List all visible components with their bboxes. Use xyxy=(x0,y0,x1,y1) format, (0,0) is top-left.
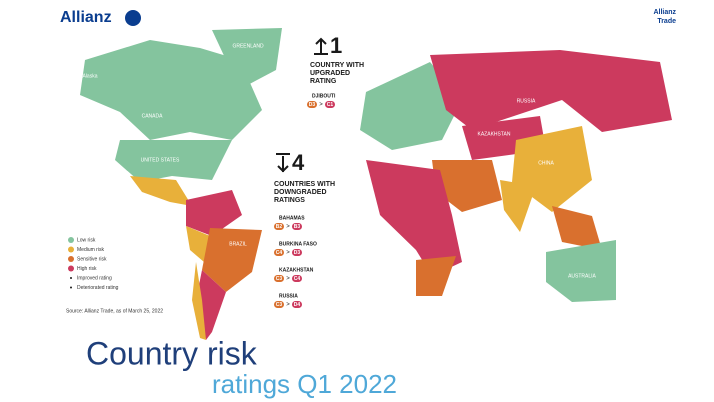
country-label: CANADA xyxy=(142,113,164,119)
badge-text: C1 xyxy=(327,102,334,108)
land xyxy=(186,190,242,236)
legend-swatch xyxy=(68,246,74,253)
land xyxy=(500,180,536,232)
land xyxy=(212,28,282,88)
land xyxy=(80,40,262,140)
badge-text: D3 xyxy=(309,102,316,108)
legend-label: Low risk xyxy=(77,237,96,243)
up-arrow xyxy=(314,37,328,55)
rating-country: BURKINA FASO xyxy=(279,241,317,247)
country-label: AUSTRALIA xyxy=(568,273,596,279)
badge xyxy=(292,223,302,230)
land xyxy=(416,256,456,296)
separator: > xyxy=(286,250,290,256)
land xyxy=(432,160,502,212)
badge-text: D4 xyxy=(294,302,301,308)
country-label: BRAZIL xyxy=(229,241,247,247)
legend-swatch xyxy=(68,237,74,243)
upgrade-heading: RATING xyxy=(310,78,337,85)
upgrade-heading: UPGRADED xyxy=(310,70,350,77)
legend-swatch xyxy=(70,286,72,289)
legend-label: Deteriorated rating xyxy=(77,285,119,291)
land xyxy=(546,240,616,302)
badge-text: B2 xyxy=(276,224,283,230)
badge-text: C3 xyxy=(276,276,283,282)
badge-text: B3 xyxy=(294,224,301,230)
separator: > xyxy=(286,276,290,282)
land xyxy=(552,206,602,250)
badge xyxy=(292,249,302,256)
land xyxy=(115,140,232,182)
country-label: UNITED STATES xyxy=(141,157,180,163)
badge xyxy=(274,223,284,230)
badge xyxy=(274,301,284,308)
badge-text: C4 xyxy=(294,276,301,282)
land xyxy=(202,228,262,292)
land xyxy=(360,62,462,150)
downgrade-heading: RATINGS xyxy=(274,197,305,204)
legend-label: Sensitive risk xyxy=(77,256,107,262)
country-label: RUSSIA xyxy=(517,98,536,104)
country-label: KAZAKHSTAN xyxy=(478,131,511,137)
downgrade-heading: DOWNGRADED xyxy=(274,189,327,196)
badge-text: C3 xyxy=(276,302,283,308)
brand-line: Trade xyxy=(657,18,676,25)
title-line: Country risk xyxy=(86,335,258,371)
downgrade-count: 4 xyxy=(292,150,305,175)
legend-label: Improved rating xyxy=(77,275,112,281)
separator: > xyxy=(319,102,323,108)
country-label: Alaska xyxy=(82,73,97,79)
land xyxy=(430,50,672,132)
badge xyxy=(292,301,302,308)
country-label: CHINA xyxy=(538,160,554,166)
badge-text: D3 xyxy=(294,250,301,256)
rating-country: KAZAKHSTAN xyxy=(279,267,314,273)
country-label: GREENLAND xyxy=(232,43,264,49)
world-map xyxy=(80,28,672,340)
rating-country: RUSSIA xyxy=(279,293,298,299)
logo-mark xyxy=(125,10,141,26)
logo: Allianz xyxy=(60,9,112,26)
downgrade-heading: COUNTRIES WITH xyxy=(274,181,335,188)
badge xyxy=(274,249,284,256)
legend-swatch xyxy=(68,256,74,262)
badge-text: C4 xyxy=(276,250,283,256)
separator: > xyxy=(286,302,290,308)
upgrade-heading: COUNTRY WITH xyxy=(310,62,364,69)
source: Source: Allianz Trade, as of March 25, 2… xyxy=(66,308,163,314)
separator: > xyxy=(286,224,290,230)
legend-label: Medium risk xyxy=(77,247,104,253)
badge xyxy=(292,275,302,282)
land xyxy=(192,262,206,340)
badge xyxy=(325,101,335,108)
land xyxy=(186,226,210,262)
legend-swatch xyxy=(68,265,74,272)
legend-swatch xyxy=(70,277,72,279)
badge xyxy=(307,101,317,108)
land xyxy=(130,176,192,206)
rating-country: DJIBOUTI xyxy=(312,93,336,99)
land xyxy=(366,160,452,215)
upgrade-count: 1 xyxy=(330,33,342,58)
down-arrow xyxy=(276,153,290,173)
brand-line: Allianz xyxy=(653,9,676,16)
legend-label: High risk xyxy=(77,266,97,272)
rating-country: BAHAMAS xyxy=(279,215,305,221)
title-line: ratings Q1 2022 xyxy=(212,369,397,399)
badge xyxy=(274,275,284,282)
